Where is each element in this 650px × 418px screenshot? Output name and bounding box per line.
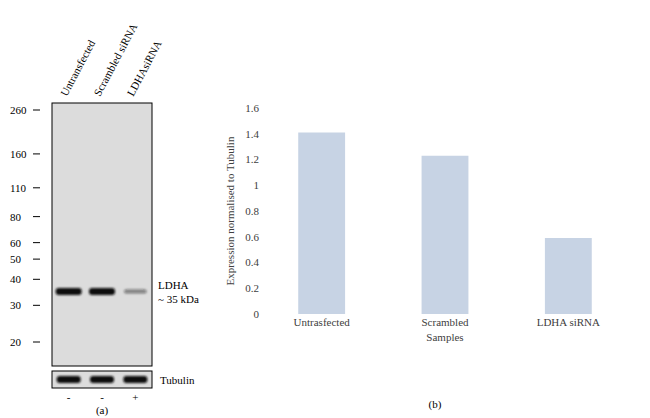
svg-text:1: 1	[254, 179, 260, 191]
svg-text:Expression normalised to Tubul: Expression normalised to Tubulin	[224, 136, 236, 285]
svg-text:0.8: 0.8	[245, 205, 259, 217]
svg-text:50: 50	[10, 253, 22, 265]
svg-text:20: 20	[10, 336, 22, 348]
svg-text:~ 35 kDa: ~ 35 kDa	[158, 293, 199, 305]
svg-text:Scrambled siRNA: Scrambled siRNA	[91, 21, 140, 98]
svg-text:1.2: 1.2	[245, 153, 259, 165]
svg-text:160: 160	[10, 148, 27, 160]
svg-text:LDHA siRNA: LDHA siRNA	[537, 316, 600, 328]
html-text:(b): (b)	[428, 398, 442, 410]
svg-text:1.4: 1.4	[245, 128, 259, 140]
svg-text:LDHAsiRNA: LDHAsiRNA	[125, 38, 164, 98]
svg-text:+: +	[132, 391, 138, 403]
svg-text:110: 110	[10, 182, 27, 194]
svg-text:Untransfected: Untransfected	[58, 37, 98, 98]
svg-text:0.6: 0.6	[245, 231, 259, 243]
svg-text:0.2: 0.2	[245, 282, 259, 294]
svg-text:0.4: 0.4	[245, 256, 259, 268]
svg-text:(a): (a)	[96, 404, 109, 417]
svg-text:Tubulin: Tubulin	[160, 374, 195, 386]
svg-text:-: -	[100, 391, 104, 403]
svg-text:Samples: Samples	[426, 331, 463, 343]
svg-text:1.6: 1.6	[245, 102, 259, 114]
svg-text:40: 40	[10, 273, 22, 285]
svg-text:Untrasfected: Untrasfected	[294, 316, 351, 328]
svg-text:0: 0	[254, 308, 260, 320]
svg-text:Scrambled: Scrambled	[421, 316, 469, 328]
svg-text:LDHA: LDHA	[158, 279, 189, 291]
svg-text:30: 30	[10, 299, 22, 311]
svg-text:60: 60	[10, 237, 22, 249]
svg-text:-: -	[67, 391, 71, 403]
svg-text:260: 260	[10, 104, 27, 116]
svg-text:80: 80	[10, 211, 22, 223]
